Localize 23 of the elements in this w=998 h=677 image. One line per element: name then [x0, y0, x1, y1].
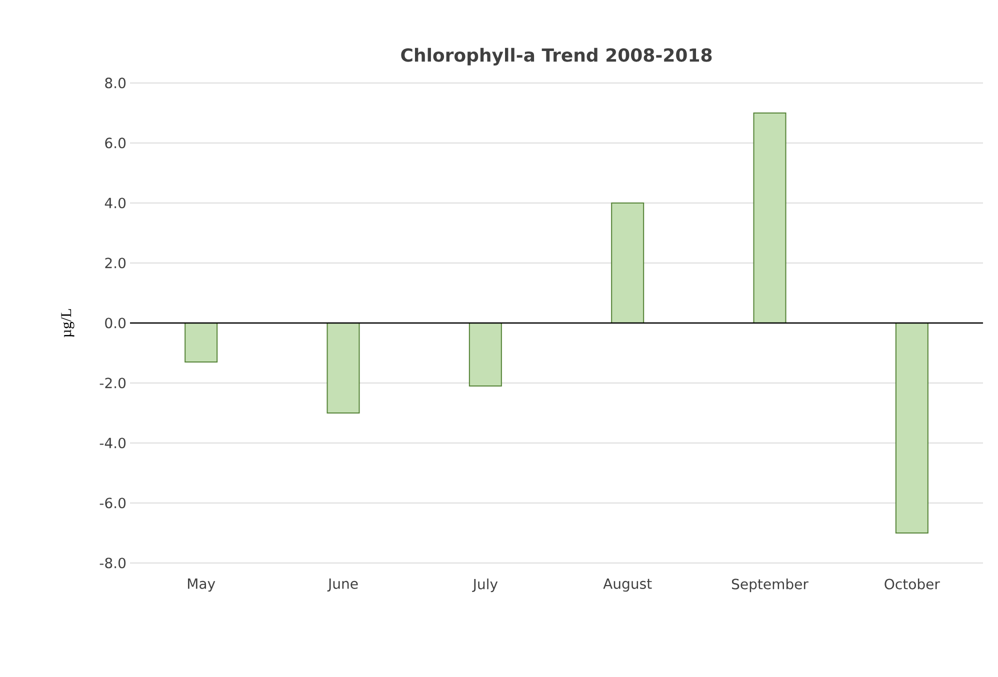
y-tick-label: -6.0: [100, 498, 126, 508]
y-tick-label: -8.0: [100, 558, 126, 568]
y-tick-label: 2.0: [105, 258, 126, 268]
y-tick-label: 0.0: [105, 318, 126, 328]
bar: [753, 112, 786, 324]
bar: [468, 322, 502, 386]
bar: [895, 322, 928, 534]
x-tick-label: October: [884, 578, 940, 590]
y-axis-title: µg/L: [61, 309, 74, 338]
bar: [611, 202, 644, 324]
bar: [326, 322, 360, 414]
x-tick-label: August: [603, 578, 652, 592]
x-tick-label: June: [327, 578, 358, 592]
y-tick-label: 8.0: [105, 78, 126, 88]
x-tick-label: July: [472, 578, 498, 592]
chart-title: Chlorophyll-a Trend 2008-2018: [401, 48, 712, 66]
x-tick-label: September: [732, 578, 808, 592]
y-tick-label: 6.0: [105, 138, 126, 148]
x-tick-label: May: [188, 578, 216, 592]
y-tick-label: 4.0: [104, 198, 126, 208]
bar: [184, 322, 218, 362]
y-tick-label: -2.0: [100, 378, 126, 388]
y-tick-label: -4.0: [100, 438, 126, 448]
